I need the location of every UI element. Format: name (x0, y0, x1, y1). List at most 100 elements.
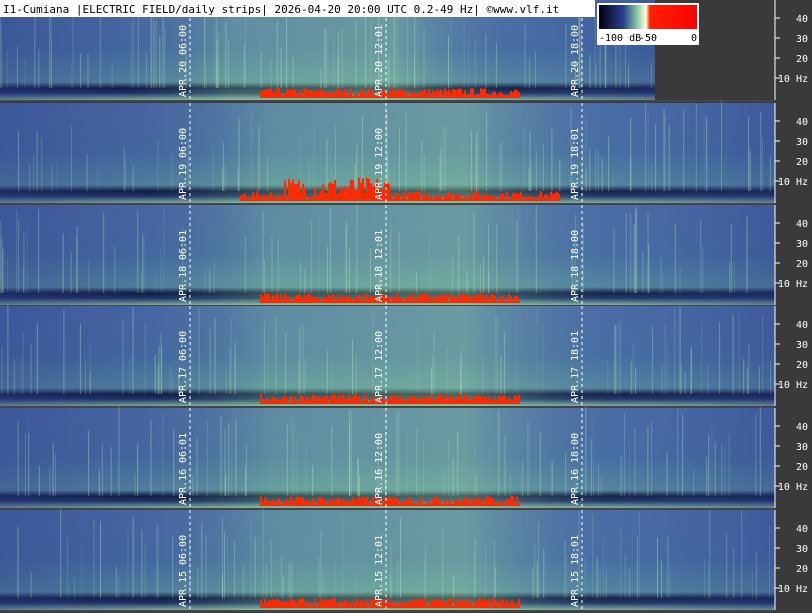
streak (595, 64, 597, 88)
streak (87, 53, 89, 88)
activity (272, 295, 274, 303)
activity (432, 90, 434, 98)
activity (480, 197, 482, 201)
activity (380, 397, 382, 404)
activity (510, 198, 512, 201)
streak (331, 168, 333, 191)
activity (382, 503, 384, 506)
activity (540, 191, 542, 201)
activity (332, 184, 334, 201)
activity (312, 197, 314, 201)
activity (392, 297, 394, 303)
streak (162, 412, 164, 496)
activity (496, 300, 498, 303)
activity (368, 501, 370, 506)
activity (348, 297, 350, 303)
activity (370, 296, 372, 303)
streak (171, 151, 173, 191)
activity (280, 93, 282, 98)
streak (49, 13, 51, 88)
activity (438, 196, 440, 201)
activity (344, 600, 346, 608)
activity (370, 90, 372, 98)
streak (702, 246, 704, 293)
activity (508, 499, 510, 506)
activity (276, 88, 278, 98)
streak (619, 320, 621, 394)
axis-label: 40 (796, 219, 808, 230)
activity (324, 193, 326, 201)
activity (494, 295, 496, 303)
activity (412, 94, 414, 98)
streak (254, 536, 256, 598)
activity (320, 191, 322, 201)
activity (454, 400, 456, 404)
streak (246, 443, 247, 496)
streak (88, 430, 90, 496)
activity (484, 294, 486, 303)
streak (475, 132, 477, 191)
activity (398, 399, 400, 404)
activity (410, 602, 412, 608)
activity (384, 182, 386, 201)
streak (24, 58, 26, 88)
streak (571, 249, 573, 293)
activity (322, 93, 324, 98)
streak (302, 325, 304, 394)
streak (354, 573, 356, 598)
streak (220, 416, 222, 496)
streak (601, 475, 603, 496)
streak (50, 39, 52, 88)
axis-label: 20 (796, 259, 808, 270)
activity (402, 194, 404, 201)
activity (276, 198, 278, 201)
activity (312, 91, 314, 98)
streak (604, 19, 606, 88)
activity (376, 601, 378, 608)
streak (608, 136, 610, 191)
activity (464, 496, 466, 506)
streak (542, 143, 544, 191)
activity (502, 395, 504, 404)
activity (504, 503, 506, 506)
activity (266, 198, 268, 201)
activity (456, 298, 458, 303)
activity (384, 90, 386, 98)
streak (260, 51, 262, 88)
activity (310, 90, 312, 98)
activity (396, 602, 398, 608)
activity (442, 294, 444, 303)
streak (674, 223, 676, 293)
streak (666, 339, 668, 394)
activity (482, 396, 484, 404)
streak (93, 519, 95, 598)
activity (376, 91, 378, 98)
streak (81, 542, 83, 598)
activity (286, 88, 288, 98)
streak (585, 556, 586, 598)
activity (476, 191, 478, 201)
activity (292, 299, 294, 303)
activity (450, 395, 452, 404)
activity (468, 599, 470, 608)
streak (137, 16, 139, 88)
activity (266, 602, 268, 608)
activity (294, 89, 296, 98)
axis-label: 30 (796, 34, 808, 45)
activity (312, 497, 314, 506)
streak (1, 237, 3, 293)
activity (300, 298, 302, 303)
strip: APR.19 06:00 APR.19 12:00 APR.19 18:01 10 Hz 20… (0, 101, 808, 205)
activity (442, 95, 444, 98)
activity (440, 502, 442, 506)
activity (424, 89, 426, 98)
date-label: APR.18 (178, 266, 189, 302)
activity (502, 94, 504, 98)
activity (370, 503, 372, 506)
activity (270, 88, 272, 98)
streak (516, 221, 518, 293)
streak (265, 565, 267, 598)
streak (466, 270, 468, 293)
streak (132, 516, 134, 598)
activity (276, 598, 278, 608)
